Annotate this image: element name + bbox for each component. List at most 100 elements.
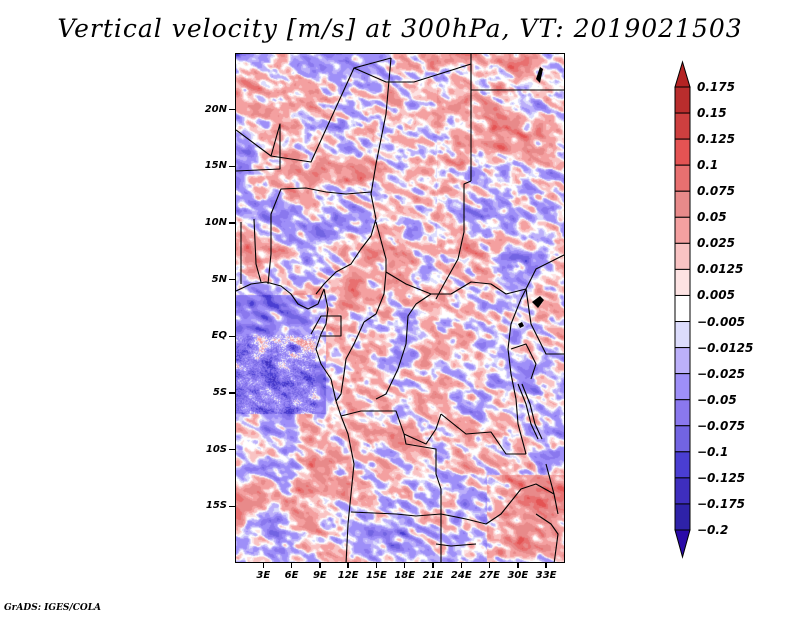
colorbar-level-label: −0.1 bbox=[697, 444, 729, 459]
colorbar-level-label: −0.005 bbox=[697, 314, 746, 329]
colorbar-level-label: 0.0125 bbox=[697, 262, 744, 277]
colorbar-level-label: −0.2 bbox=[697, 523, 729, 537]
colorbar-level-label: −0.025 bbox=[697, 366, 746, 381]
coast-central-west bbox=[315, 288, 342, 417]
border-car bbox=[375, 221, 564, 295]
x-tick bbox=[290, 563, 293, 568]
colorbar-swatch bbox=[674, 86, 691, 114]
x-tick-label: 18E bbox=[394, 570, 416, 581]
x-tick-label: 33E bbox=[535, 570, 557, 581]
map-panel bbox=[235, 53, 565, 563]
colorbar-swatches bbox=[674, 60, 691, 559]
x-tick-label: 27E bbox=[479, 570, 500, 581]
colorbar-level-label: −0.05 bbox=[697, 392, 737, 407]
colorbar-swatch bbox=[674, 451, 691, 479]
y-tick-label: 20N bbox=[204, 103, 227, 115]
x-tick bbox=[347, 563, 349, 568]
colorbar-level-label: 0.005 bbox=[697, 288, 735, 303]
colorbar-swatch bbox=[674, 190, 691, 218]
colorbar-level-label: −0.125 bbox=[697, 470, 746, 485]
vertical-velocity-field bbox=[236, 54, 564, 562]
colorbar-level-label: −0.0125 bbox=[697, 340, 754, 355]
y-tick-label: 10N bbox=[204, 217, 227, 228]
x-tick-label: 30E bbox=[507, 570, 529, 581]
x-tick bbox=[488, 563, 491, 568]
border-nigeria-cameroon bbox=[315, 218, 377, 295]
border-angola-namibia bbox=[350, 511, 487, 525]
nile-lakes bbox=[536, 67, 543, 83]
x-tick bbox=[262, 563, 265, 568]
colorbar-level-label: 0.075 bbox=[697, 184, 735, 199]
border-gabon bbox=[310, 315, 342, 337]
colorbar-level-label: −0.175 bbox=[697, 496, 746, 511]
border-car-drc bbox=[375, 293, 432, 400]
colorbar-over-triangle bbox=[674, 60, 691, 88]
border-algeria-niger bbox=[236, 57, 392, 163]
colorbar-swatch bbox=[674, 294, 691, 323]
colorbar-level-label: 0.025 bbox=[697, 236, 735, 251]
border-zambia-zimbabwe bbox=[485, 483, 555, 525]
y-tick bbox=[229, 278, 235, 281]
border-drc-angola-north bbox=[340, 410, 405, 435]
colorbar-swatch bbox=[674, 138, 691, 166]
y-tick bbox=[229, 335, 235, 338]
border-rwanda-burundi bbox=[510, 343, 537, 380]
lake-victoria-islands bbox=[518, 296, 544, 328]
border-mali-niger bbox=[236, 123, 281, 172]
border-nigeria-north bbox=[270, 187, 372, 215]
colorbar-level-label: 0.05 bbox=[697, 210, 727, 225]
border-niger-chad-libya bbox=[353, 63, 472, 119]
colorbar-swatch bbox=[674, 112, 691, 140]
border-cameroon-car bbox=[363, 271, 387, 323]
colorbar-swatch bbox=[674, 268, 691, 296]
border-drc-zambia bbox=[440, 413, 526, 455]
border-chad-sudan bbox=[435, 180, 472, 300]
y-tick-label: 15N bbox=[204, 160, 227, 172]
border-niger-chad bbox=[370, 57, 392, 220]
colorbar-level-label: 0.125 bbox=[697, 132, 735, 147]
x-tick bbox=[432, 563, 434, 568]
x-tick-label: 6E bbox=[284, 570, 299, 581]
border-namibia-south bbox=[435, 543, 477, 547]
x-tick-label: 21E bbox=[422, 570, 444, 581]
x-tick-label: 24E bbox=[450, 570, 472, 581]
y-tick-label: 15S bbox=[205, 500, 227, 512]
x-tick-label: 9E bbox=[312, 570, 327, 581]
colorbar-swatch bbox=[674, 399, 691, 427]
y-tick bbox=[229, 448, 235, 451]
colorbar-swatch bbox=[674, 503, 691, 531]
x-tick-label: 15E bbox=[366, 570, 387, 581]
border-benin-togo bbox=[253, 218, 262, 283]
coast-gulf-of-guinea bbox=[236, 281, 325, 310]
colorbar-level-label: 0.15 bbox=[697, 106, 727, 121]
colorbar-level-label: 0.175 bbox=[697, 80, 735, 94]
y-tick-label: 5S bbox=[212, 387, 227, 398]
x-tick bbox=[460, 563, 463, 568]
y-tick-label: 5N bbox=[211, 273, 227, 285]
grads-credit: GrADS: IGES/COLA bbox=[4, 603, 102, 613]
y-tick bbox=[229, 165, 235, 168]
colorbar-swatch bbox=[674, 216, 691, 244]
x-tick bbox=[545, 563, 547, 568]
border-drc-angola-east bbox=[403, 413, 442, 445]
country-borders bbox=[236, 54, 564, 562]
y-tick bbox=[229, 222, 235, 224]
colorbar-swatch bbox=[674, 321, 691, 349]
y-tick-label: 10S bbox=[205, 443, 227, 455]
colorbar-under-triangle bbox=[674, 529, 691, 559]
x-tick-label: 12E bbox=[337, 570, 359, 581]
colorbar-level-label: −0.075 bbox=[697, 418, 746, 433]
y-tick bbox=[229, 505, 235, 508]
y-tick bbox=[229, 108, 235, 111]
y-tick-label: EQ bbox=[211, 330, 227, 342]
colorbar-legend: 0.175 0.15 0.125 0.1 0.075 0.05 0.025 0.0125 0.0… bbox=[665, 55, 800, 565]
lake-malawi bbox=[545, 463, 559, 515]
x-tick bbox=[403, 563, 406, 568]
lake-tanganyika bbox=[517, 383, 543, 440]
colorbar-level-label: 0.1 bbox=[697, 158, 719, 173]
border-mozambique bbox=[535, 513, 559, 562]
coast-angola-namibia bbox=[340, 415, 355, 562]
colorbar-swatch bbox=[674, 477, 691, 505]
border-drc-east bbox=[507, 288, 527, 455]
border-congo-drc bbox=[335, 321, 365, 402]
